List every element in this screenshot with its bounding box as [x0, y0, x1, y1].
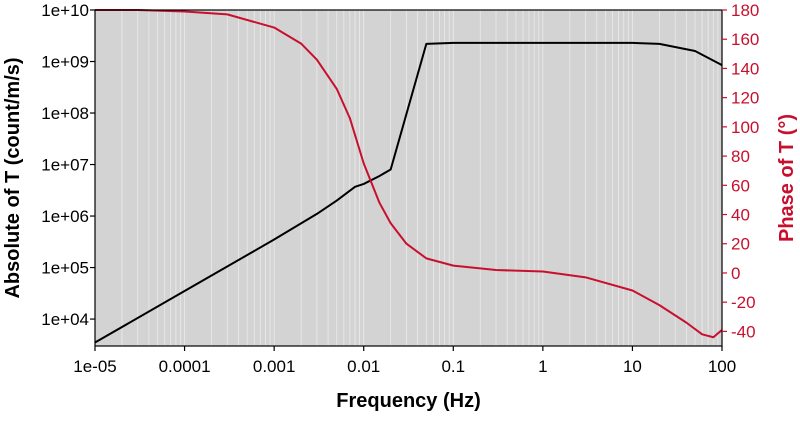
- x-tick-label: 1e-05: [73, 357, 116, 376]
- x-tick-label: 0.01: [347, 357, 380, 376]
- left-y-tick-label: 1e+07: [41, 156, 89, 175]
- right-y-tick-label: 120: [731, 89, 759, 108]
- right-y-tick-label: 60: [731, 176, 750, 195]
- x-axis-ticks: 1e-05 0.0001 0.001 0.01 0.1 1 10 100: [73, 346, 736, 376]
- amplitude-line: [94, 41, 723, 344]
- right-y-tick-label: 40: [731, 206, 750, 225]
- left-y-tick-label: 1e+08: [41, 104, 89, 123]
- x-tick-label: 100: [708, 357, 736, 376]
- x-tick-label: 1: [538, 357, 547, 376]
- right-y-tick-label: -40: [731, 322, 756, 341]
- left-y-axis-ticks: 1e+04 1e+05 1e+06 1e+07 1e+08 1e+09 1e+10: [41, 1, 95, 329]
- vertical-gridlines: [121, 10, 719, 346]
- right-y-axis-title: Phase of T (°): [776, 114, 798, 242]
- x-tick-label: 10: [623, 357, 642, 376]
- plot-background: [95, 10, 722, 346]
- phase-line: [95, 9, 723, 339]
- x-axis-title: Frequency (Hz): [336, 390, 480, 412]
- x-tick-label: 0.001: [253, 357, 296, 376]
- right-y-tick-label: 80: [731, 147, 750, 166]
- plot-frame: [94, 9, 723, 347]
- right-y-tick-label: 0: [731, 264, 740, 283]
- left-y-axis-title: Absolute of T (count/m/s): [2, 57, 24, 298]
- right-y-tick-label: 100: [731, 118, 759, 137]
- right-y-axis-ticks: -40 -20 0 20 40 60 80 100 120 140 160 180: [722, 1, 759, 341]
- right-y-tick-label: 20: [731, 235, 750, 254]
- left-y-tick-label: 1e+10: [41, 1, 89, 20]
- left-y-tick-label: 1e+04: [41, 310, 89, 329]
- right-y-tick-label: 180: [731, 1, 759, 20]
- left-y-tick-label: 1e+09: [41, 53, 89, 72]
- right-y-tick-label: 140: [731, 59, 759, 78]
- right-y-tick-label: -20: [731, 293, 756, 312]
- x-tick-label: 0.0001: [159, 357, 211, 376]
- left-y-tick-label: 1e+05: [41, 259, 89, 278]
- right-y-tick-label: 160: [731, 30, 759, 49]
- x-tick-label: 0.1: [441, 357, 465, 376]
- left-y-tick-label: 1e+06: [41, 207, 89, 226]
- series-layer: [94, 9, 723, 344]
